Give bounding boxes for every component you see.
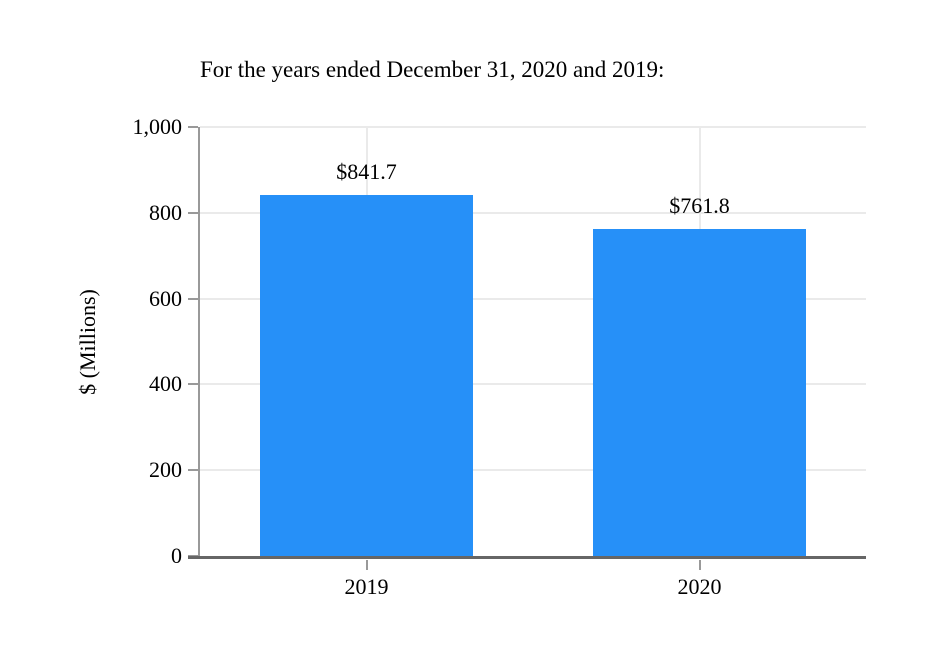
- bar-2020: [593, 229, 806, 556]
- bar-value-label: $761.8: [669, 193, 730, 219]
- y-axis-tick: [188, 297, 198, 300]
- y-gridline: [200, 383, 866, 386]
- y-axis-tick: [188, 126, 198, 128]
- x-tick-label: 2019: [344, 574, 389, 599]
- bar-2019: [260, 194, 473, 556]
- x-axis-tick: [365, 560, 368, 570]
- x-axis-tick: [698, 560, 701, 570]
- x-tick-label: 2020: [677, 574, 722, 599]
- y-tick-label: 200: [149, 457, 182, 483]
- y-axis-tick: [188, 469, 198, 472]
- plot-area: 0 200 400 600 800 1,000 $841.7 2019 $761.8 2020: [133, 114, 866, 599]
- y-gridline: [200, 469, 866, 472]
- y-tick-label: 600: [149, 285, 182, 311]
- y-gridline: [200, 297, 866, 300]
- y-axis-tick: [188, 211, 198, 214]
- y-axis-tick: [188, 383, 198, 386]
- chart-title: For the years ended December 31, 2020 an…: [200, 57, 665, 82]
- y-tick-label: 400: [149, 371, 182, 397]
- x-axis-line: [188, 556, 866, 559]
- y-tick-label: 800: [149, 199, 182, 225]
- y-tick-label: 1,000: [132, 114, 183, 139]
- bar-value-label: $841.7: [336, 158, 397, 184]
- y-gridline: [200, 126, 866, 128]
- y-gridline: [200, 211, 866, 214]
- y-axis-line: [198, 127, 200, 559]
- y-tick-label: 0: [171, 543, 182, 568]
